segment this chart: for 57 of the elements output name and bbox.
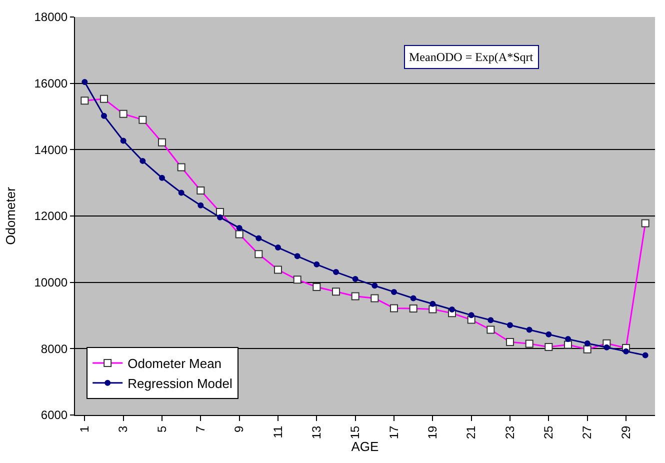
x-tick-label: 9 <box>232 425 246 432</box>
point <box>565 336 571 342</box>
x-tick-label: 27 <box>580 425 594 440</box>
x-tick-label: 25 <box>542 425 556 440</box>
point <box>120 138 126 144</box>
point <box>488 317 494 324</box>
y-tick-label: 8000 <box>40 342 68 356</box>
point <box>526 326 532 333</box>
point <box>372 282 378 289</box>
point <box>101 112 107 119</box>
point <box>449 306 455 313</box>
point <box>623 348 629 354</box>
x-tick-label: 21 <box>464 425 478 440</box>
point <box>82 79 88 86</box>
point <box>546 331 552 338</box>
point <box>275 244 281 251</box>
x-tick-label: 15 <box>348 425 362 440</box>
y-tick-label: 16000 <box>34 76 68 91</box>
y-tick-label: 10000 <box>34 276 68 290</box>
y-axis-title: Odometer <box>3 186 18 245</box>
point <box>333 269 339 276</box>
point <box>430 300 436 307</box>
point <box>217 214 223 220</box>
x-tick-label: 11 <box>270 425 285 438</box>
x-tick-label: 17 <box>386 425 401 440</box>
x-tick-label: 7 <box>194 425 208 432</box>
point <box>507 322 513 328</box>
x-tick-label: 5 <box>154 425 169 432</box>
legend-label: Odometer Mean <box>128 356 222 372</box>
y-tick-label: 12000 <box>34 209 68 224</box>
point <box>352 276 358 282</box>
y-tick-label: 6000 <box>40 408 68 422</box>
x-tick-label: 19 <box>426 425 440 440</box>
x-tick-label: 23 <box>502 425 517 440</box>
point <box>468 312 474 318</box>
point <box>642 352 648 358</box>
x-tick-label: 13 <box>310 425 324 440</box>
point <box>410 295 416 302</box>
point <box>391 288 397 295</box>
point <box>294 253 300 260</box>
point <box>256 235 262 242</box>
y-tick-label: 18000 <box>34 10 68 24</box>
x-tick-label: 1 <box>78 425 92 432</box>
x-tick-label: 3 <box>116 425 130 432</box>
legend-label: Regression Model <box>128 376 232 391</box>
y-tick-label: 14000 <box>34 142 68 157</box>
annotation: MeanODO = Exp(A*Sqrt <box>409 50 534 64</box>
point <box>584 340 590 346</box>
point <box>140 158 146 164</box>
point <box>236 224 242 231</box>
point <box>604 344 610 350</box>
point <box>314 261 320 268</box>
x-tick-label: 29 <box>618 425 633 440</box>
point <box>178 190 184 196</box>
point <box>159 174 165 181</box>
point <box>198 202 204 208</box>
x-axis-title: AGE <box>351 439 380 454</box>
